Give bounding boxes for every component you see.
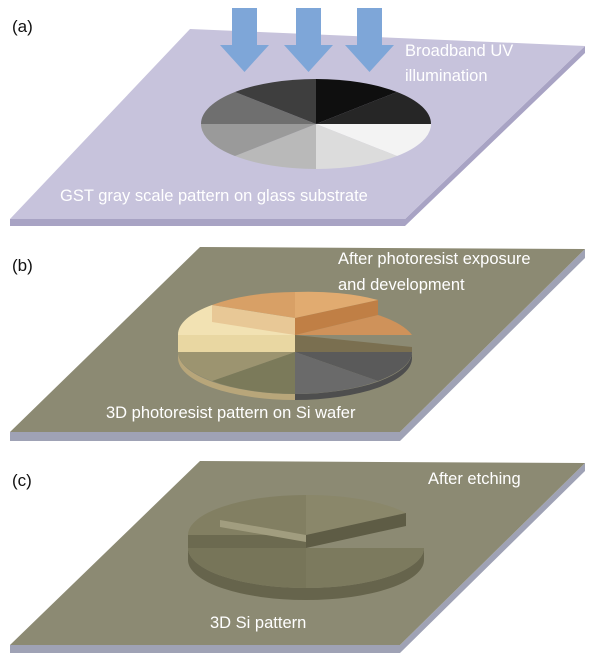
resist-side — [295, 352, 412, 400]
resist-sector-high — [295, 291, 378, 318]
uv-arrow-icon — [345, 8, 394, 72]
gray-segment-3 — [316, 124, 432, 156]
gray-segment-1 — [316, 78, 397, 124]
uv-caption-line-1: Broadband UV — [405, 42, 513, 60]
si-pattern — [188, 494, 424, 600]
resist-side — [295, 300, 378, 335]
si-ridge — [220, 520, 306, 542]
si-sector — [306, 494, 406, 535]
resist-sector-low — [212, 352, 295, 394]
si-wafer-side — [10, 463, 585, 653]
gray-segment-2 — [316, 92, 432, 124]
gst-gray-scale-pattern — [200, 78, 432, 170]
exposure-caption-line-2: and development — [338, 276, 465, 294]
panel-a: (a) Broadband UV illumination GST gray s… — [10, 8, 585, 226]
photoresist-pattern-caption: 3D photoresist pattern on Si wafer — [106, 404, 356, 422]
uv-arrow-icon — [284, 8, 333, 72]
resist-sector-low — [295, 352, 378, 394]
si-wafer-side — [10, 249, 585, 441]
resist-side — [178, 352, 295, 400]
gray-segment-5 — [235, 124, 316, 170]
uv-arrow-icon — [220, 8, 269, 72]
photoresist-pattern — [177, 291, 412, 400]
resist-sector-high — [295, 315, 412, 335]
panel-b: (b) After photoresist exposure an — [10, 247, 585, 441]
gray-segment-8 — [235, 78, 316, 124]
resist-side — [295, 335, 412, 352]
si-pattern-side — [306, 513, 406, 548]
exposure-caption-line-1: After photoresist exposure — [338, 250, 531, 268]
si-sector — [188, 548, 306, 588]
resist-sector-low — [295, 352, 412, 381]
si-pattern-caption: 3D Si pattern — [210, 614, 306, 632]
gray-segment-4 — [316, 124, 397, 170]
uv-caption-line-2: illumination — [405, 67, 488, 85]
resist-side — [212, 305, 295, 335]
si-sector — [188, 495, 306, 535]
gray-segment-6 — [200, 124, 316, 156]
panel-a-label: (a) — [12, 17, 33, 36]
si-pattern-side — [188, 535, 306, 548]
si-sector — [306, 548, 424, 588]
si-pattern-side — [188, 548, 424, 600]
resist-sector-low — [178, 352, 295, 381]
resist-side — [178, 335, 295, 352]
panel-c: (c) After etching 3D Si pattern — [10, 461, 585, 653]
etching-caption: After etching — [428, 470, 521, 488]
panel-c-label: (c) — [12, 471, 32, 490]
gray-segment-7 — [200, 92, 316, 124]
gst-pattern-caption: GST gray scale pattern on glass substrat… — [60, 187, 368, 205]
panel-b-label: (b) — [12, 256, 33, 275]
resist-sector-high — [212, 292, 295, 318]
uv-arrows — [220, 8, 394, 72]
